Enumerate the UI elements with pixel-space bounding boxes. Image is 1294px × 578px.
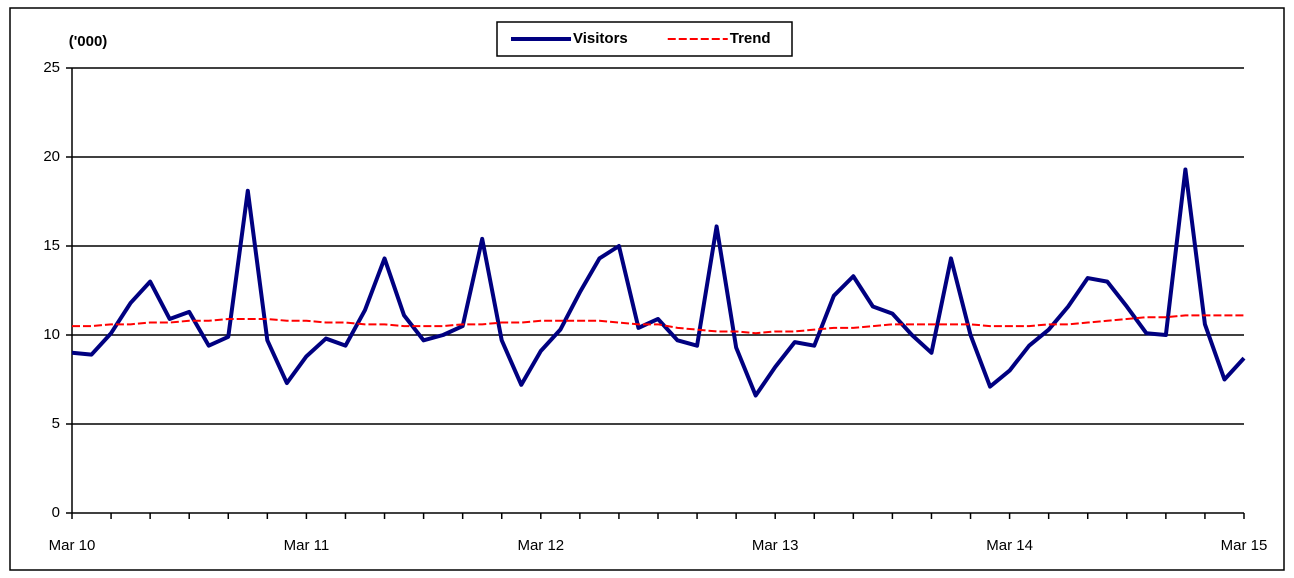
y-axis-label: ('000): [69, 33, 108, 50]
x-tick-label: Mar 11: [284, 537, 330, 554]
y-tick-label: 15: [43, 237, 60, 254]
legend-label: Trend: [730, 30, 771, 47]
x-tick-label: Mar 12: [517, 537, 564, 554]
y-tick-label: 5: [52, 415, 60, 432]
x-tick-label: Mar 13: [752, 537, 799, 554]
series-line: [71, 167, 1246, 398]
y-tick-label: 0: [52, 504, 60, 521]
series-line: [72, 314, 1244, 335]
y-tick-label: 10: [43, 326, 60, 343]
legend-label: Visitors: [573, 30, 628, 47]
x-tick-label: Mar 10: [49, 537, 96, 554]
x-tick-label: Mar 14: [986, 537, 1033, 554]
y-tick-label: 25: [43, 59, 60, 76]
x-tick-label: Mar 15: [1221, 537, 1268, 554]
y-tick-label: 20: [43, 148, 60, 165]
chart-frame: [9, 7, 1285, 571]
